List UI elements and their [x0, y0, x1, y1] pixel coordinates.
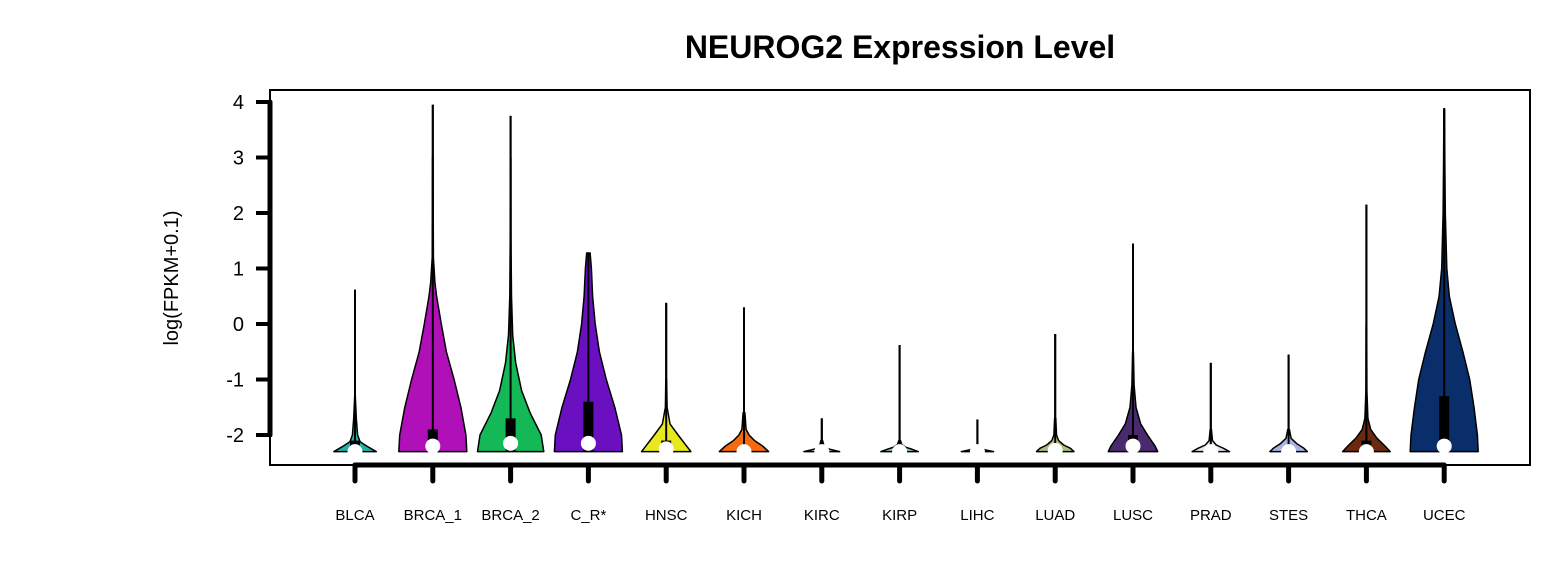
x-tick-label: KICH: [726, 507, 762, 524]
x-tick-label: BRCA_2: [481, 507, 539, 524]
x-tick-label: C_R*: [570, 507, 606, 524]
violin-lusc: [1107, 243, 1159, 454]
violin-kirp: [880, 345, 920, 460]
violin-median-point: [1436, 438, 1452, 454]
x-tick-label: KIRP: [882, 507, 917, 524]
x-tick-label: LUAD: [1035, 507, 1075, 524]
x-axis-ticks: BLCA BRCA_1 BRCA_2 C_R* HNSC KICH KIRC KIRP LIHC…: [335, 462, 1466, 524]
x-tick-label: UCEC: [1423, 507, 1466, 524]
violin-iqr-box: [1439, 396, 1450, 452]
violin-thca: [1341, 204, 1391, 460]
violin-median-point: [892, 444, 908, 460]
violin-luad: [1035, 333, 1075, 459]
violin-iqr-box: [505, 418, 516, 452]
chart-title: NEUROG2 Expression Level: [685, 29, 1115, 65]
y-tick-label: 2: [233, 203, 244, 225]
x-tick-label: LUSC: [1113, 507, 1153, 524]
violins: [333, 104, 1479, 460]
violin-c-r-: [553, 252, 624, 453]
y-axis-ticks: -2 -1 0 1 2 3 4: [226, 92, 270, 447]
violin-median-point: [1047, 443, 1063, 459]
x-tick-label: BRCA_1: [404, 507, 462, 524]
y-axis-label: log(FPKM+0.1): [161, 210, 183, 345]
y-tick-label: 3: [233, 148, 244, 170]
y-tick-label: 4: [233, 92, 244, 114]
violin-median-point: [969, 444, 985, 460]
y-tick-label: 0: [233, 314, 244, 336]
violin-median-point: [580, 435, 596, 451]
violin-median-point: [425, 438, 441, 454]
violin-median-point: [347, 444, 363, 460]
x-tick-label: PRAD: [1190, 507, 1232, 524]
violin-blca: [333, 289, 378, 460]
violin-median-point: [658, 441, 674, 457]
violin-lihc: [960, 419, 995, 460]
y-tick-label: -1: [226, 370, 244, 392]
x-tick-label: HNSC: [645, 507, 688, 524]
violin-brca-1: [398, 104, 468, 454]
x-tick-label: BLCA: [335, 507, 374, 524]
violin-kich: [718, 307, 770, 460]
violin-median-point: [736, 444, 752, 460]
violin-iqr-box: [583, 401, 594, 452]
violin-median-point: [1203, 444, 1219, 460]
x-tick-label: LIHC: [960, 507, 994, 524]
x-tick-label: KIRC: [804, 507, 840, 524]
violin-ucec: [1409, 107, 1479, 454]
x-tick-label: STES: [1269, 507, 1308, 524]
violin-median-point: [814, 444, 830, 460]
violin-median-point: [1125, 438, 1141, 454]
violin-stes: [1269, 354, 1309, 460]
y-tick-label: 1: [233, 259, 244, 281]
x-tick-label: THCA: [1346, 507, 1387, 524]
violin-median-point: [503, 435, 519, 451]
violin-prad: [1191, 362, 1231, 460]
violin-median-point: [1281, 444, 1297, 460]
y-tick-label: -2: [226, 425, 244, 447]
violin-brca-2: [476, 115, 545, 453]
violin-hnsc: [640, 302, 692, 457]
violin-median-point: [1358, 444, 1374, 460]
violin-kirc: [803, 418, 841, 460]
